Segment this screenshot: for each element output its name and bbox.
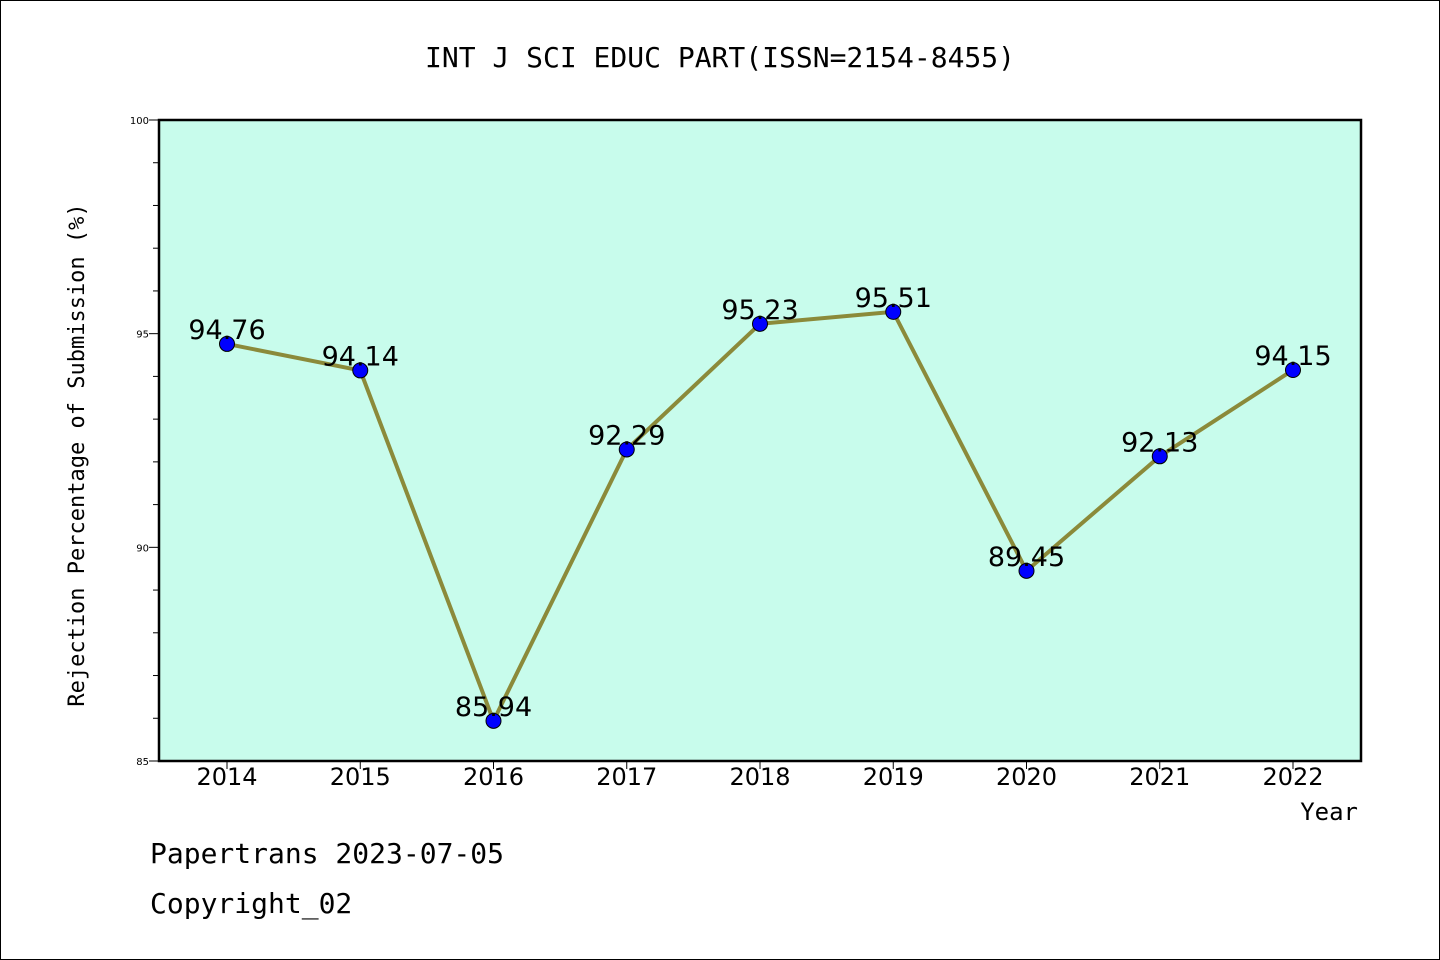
- y-tick-label: 95: [136, 330, 149, 341]
- x-tick-label: 2015: [330, 763, 391, 791]
- x-tick-label: 2020: [996, 763, 1057, 791]
- plot-border: [157, 118, 1363, 763]
- footer-copyright: Copyright_02: [150, 887, 352, 921]
- data-point: [752, 315, 768, 332]
- y-tick-label: 85: [136, 757, 149, 768]
- data-label: 94.76: [188, 315, 265, 346]
- data-point: [618, 441, 635, 458]
- plot-background: [159, 120, 1361, 761]
- y-tick-label: 90: [136, 543, 149, 554]
- data-label: 95.51: [855, 283, 932, 314]
- data-point: [1151, 448, 1168, 465]
- data-label: 92.13: [1121, 427, 1198, 458]
- data-point: [1285, 361, 1301, 378]
- x-tick-label: 2016: [463, 763, 524, 791]
- y-axis-label: Rejection Percentage of Submission (%): [65, 203, 90, 706]
- x-tick-label: 2017: [596, 763, 657, 791]
- footer-date: Papertrans 2023-07-05: [150, 837, 504, 870]
- data-label: 94.15: [1254, 341, 1331, 372]
- x-tick-label: 2019: [863, 763, 924, 791]
- chart-title: INT J SCI EDUC PART(ISSN=2154-8455): [425, 41, 1015, 74]
- data-label: 95.23: [721, 295, 798, 326]
- x-tick-label: 2018: [729, 763, 790, 791]
- data-point: [1018, 562, 1035, 579]
- data-label: 92.29: [588, 420, 665, 451]
- data-point: [219, 335, 235, 352]
- x-tick-label: 2022: [1262, 763, 1323, 791]
- x-tick-label: 2021: [1129, 763, 1190, 791]
- y-tick-label: 100: [130, 116, 149, 127]
- data-point: [485, 712, 502, 729]
- x-axis-label: Year: [1300, 798, 1358, 826]
- data-label: 94.14: [322, 341, 399, 372]
- x-tick-label: 2014: [196, 763, 257, 791]
- data-point: [885, 303, 902, 320]
- data-point: [352, 362, 369, 379]
- data-label: 85.94: [455, 692, 532, 723]
- data-label: 89.45: [988, 542, 1065, 573]
- plot-area: 85 90 95 100 2014 2015 2016 2017 2018 2019 2020 202…: [130, 116, 1363, 791]
